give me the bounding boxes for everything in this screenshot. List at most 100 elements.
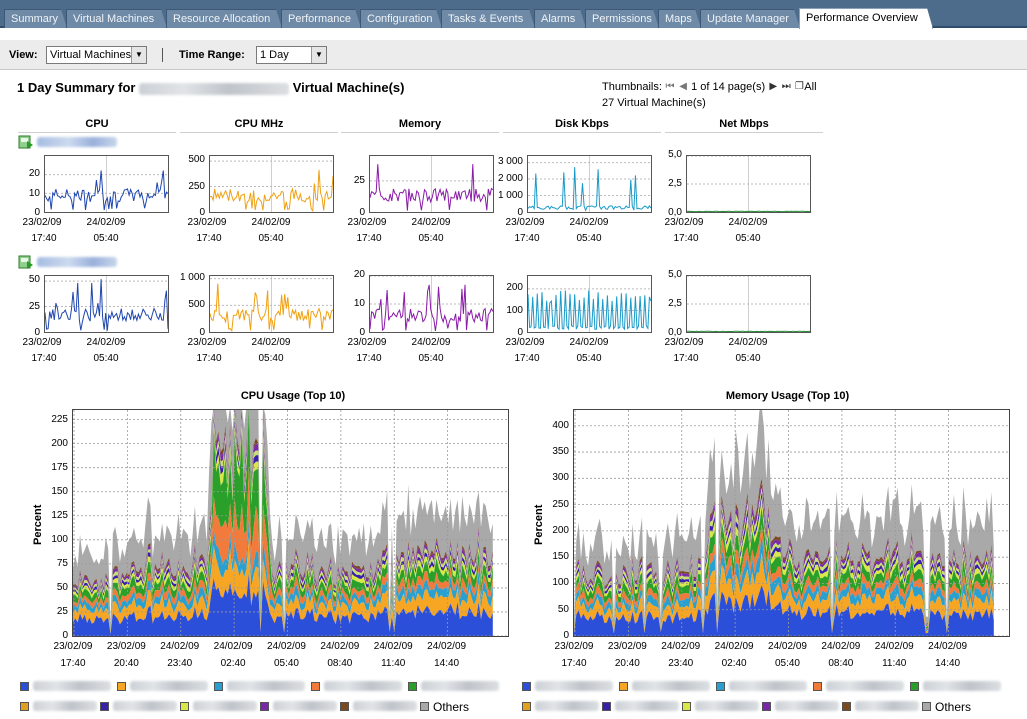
x-date-label: 24/02/09 — [373, 641, 413, 652]
redacted-vm-name — [33, 701, 97, 711]
x-time-label: 05:40 — [93, 353, 119, 364]
show-all-link[interactable]: All — [804, 81, 817, 93]
stacked-area-svg — [73, 410, 508, 636]
y-tick-label: 0 — [199, 327, 205, 338]
x-date-label: 24/02/09 — [86, 337, 126, 348]
tab-permissions[interactable]: Permissions — [585, 9, 659, 28]
y-tick-label: 0 — [34, 207, 40, 218]
vm-name-link[interactable] — [37, 137, 117, 147]
legend-item — [522, 700, 617, 714]
y-tick-label: 1 000 — [179, 271, 205, 283]
sparkline-svg — [527, 162, 653, 212]
sparkline-cpu[interactable] — [44, 155, 170, 213]
y-tick-label: 0,0 — [668, 327, 682, 338]
view-select[interactable]: Virtual Machines ▼ — [46, 46, 147, 64]
tab-virtual-machines[interactable]: Virtual Machines — [66, 9, 167, 28]
x-time-label: 23:40 — [167, 658, 193, 669]
memory-usage-plot[interactable] — [573, 409, 1010, 637]
show-all-icon[interactable]: ❐ — [794, 81, 804, 93]
next-page-icon[interactable]: ▶ — [769, 81, 778, 93]
tab-resource-allocation[interactable]: Resource Allocation — [166, 9, 282, 28]
tab-alarms[interactable]: Alarms — [534, 9, 586, 28]
tab-summary[interactable]: Summary — [4, 9, 67, 28]
y-tick-label: 100 — [506, 304, 523, 316]
x-date-label: 24/02/09 — [821, 641, 861, 652]
y-tick-label: 3 000 — [497, 155, 523, 167]
y-tick-label: 500 — [188, 154, 205, 166]
x-time-label: 11:40 — [882, 658, 907, 669]
sparkline-net-mbps[interactable] — [686, 275, 812, 333]
tab-update-manager[interactable]: Update Manager — [700, 9, 800, 28]
y-tick-label: 100 — [51, 533, 68, 545]
y-tick-label: 0 — [563, 630, 569, 641]
sparkline-cpu[interactable] — [44, 275, 170, 333]
legend-swatch — [716, 682, 725, 691]
y-tick-label: 200 — [51, 437, 68, 449]
x-date-label: 23/02/09 — [53, 641, 93, 652]
x-date-label: 23/02/09 — [554, 641, 594, 652]
tab-bar: Summary Virtual Machines Resource Allocati… — [0, 0, 1027, 28]
previous-page-icon[interactable]: ◀ — [679, 81, 687, 93]
redacted-vm-name — [855, 701, 919, 711]
tab-configuration[interactable]: Configuration — [360, 9, 442, 28]
cpu-usage-plot[interactable] — [72, 409, 509, 637]
time-range-label: Time Range: — [179, 49, 245, 61]
x-time-label: 17:40 — [514, 233, 540, 244]
sparkline-cpu-mhz[interactable] — [209, 155, 335, 213]
x-date-label: 24/02/09 — [427, 641, 467, 652]
x-date-label: 24/02/09 — [768, 641, 807, 652]
vm-name-link[interactable] — [37, 257, 117, 267]
x-time-label: 23:40 — [668, 658, 694, 669]
x-date-label: 23/02/09 — [187, 337, 227, 348]
y-tick-label: 50 — [557, 603, 569, 615]
sparkline-svg — [44, 279, 170, 331]
sparkline-disk-kbps[interactable] — [527, 155, 653, 213]
y-tick-label: 250 — [552, 498, 569, 510]
legend-item — [340, 700, 425, 714]
x-date-label: 23/02/09 — [347, 337, 387, 348]
redacted-vm-name — [193, 701, 257, 711]
vm-count: 27 Virtual Machine(s) — [602, 97, 706, 109]
column-header-disk: Disk Kbps — [503, 118, 661, 133]
summary-title: 1 Day Summary for Virtual Machine(s) — [17, 80, 404, 95]
redacted-vm-name — [227, 681, 305, 691]
x-time-label: 05:40 — [273, 658, 299, 669]
redacted-vm-name — [113, 701, 177, 711]
x-date-label: 24/02/09 — [928, 641, 968, 652]
x-date-label: 23/02/09 — [106, 641, 146, 652]
legend-swatch — [813, 682, 822, 691]
y-tick-label: 500 — [188, 299, 205, 311]
sparkline-disk-kbps[interactable] — [527, 275, 653, 333]
last-page-icon[interactable]: ⏭ — [781, 81, 791, 93]
x-date-label: 24/02/09 — [267, 641, 306, 652]
legend-item — [214, 680, 309, 694]
legend-swatch — [408, 682, 417, 691]
area-series-11 — [73, 410, 493, 629]
y-axis-label: Percent — [32, 504, 44, 545]
sparkline-cpu-mhz[interactable] — [209, 275, 335, 333]
redacted-vm-name — [729, 681, 807, 691]
first-page-icon[interactable]: ⏮ — [665, 81, 675, 93]
y-tick-label: 25 — [56, 605, 68, 617]
y-tick-label: 5,0 — [668, 269, 682, 280]
tab-performance-overview[interactable]: Performance Overview — [799, 8, 933, 29]
legend-item — [842, 700, 927, 714]
legend-swatch — [522, 682, 531, 691]
tab-tasks-events[interactable]: Tasks & Events — [441, 9, 535, 28]
legend-item — [602, 700, 697, 714]
x-time-label: 17:40 — [31, 233, 57, 244]
legend-label-others: Others — [935, 700, 972, 714]
sparkline-memory[interactable] — [369, 155, 495, 213]
sparkline-memory[interactable] — [369, 275, 495, 333]
y-tick-label: 0 — [517, 207, 523, 218]
redacted-host-name — [139, 82, 290, 95]
tab-maps[interactable]: Maps — [658, 9, 701, 28]
sparkline-net-mbps[interactable] — [686, 155, 812, 213]
y-tick-label: 150 — [552, 551, 569, 563]
x-date-label: 24/02/09 — [728, 337, 768, 348]
x-time-label: 20:40 — [614, 658, 640, 669]
tab-performance[interactable]: Performance — [281, 9, 361, 28]
sparkline-series — [686, 330, 810, 333]
time-range-select[interactable]: 1 Day ▼ — [256, 46, 327, 64]
legend-swatch — [619, 682, 628, 691]
